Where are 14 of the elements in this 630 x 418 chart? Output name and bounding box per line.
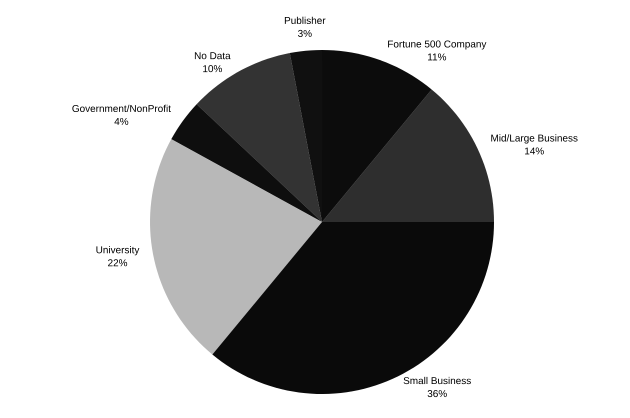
data-label: 14% [525, 148, 544, 154]
slice-label: Government/NonProfit [72, 104, 171, 112]
slice-label: Publisher [284, 16, 326, 24]
data-label: 11% [428, 53, 446, 60]
slice-label: No Data [194, 52, 231, 60]
data-label: 22% [108, 259, 128, 266]
slice-label: University [96, 246, 140, 256]
data-label: 3% [298, 30, 312, 37]
data-label: 36% [428, 390, 447, 398]
slice-label: Small Business [404, 376, 471, 384]
slice-label: Fortune 500 Company [388, 40, 486, 50]
data-label: 4% [114, 118, 128, 125]
data-label: 10% [203, 65, 222, 72]
slice-label: Mid/Large Business [491, 134, 578, 144]
